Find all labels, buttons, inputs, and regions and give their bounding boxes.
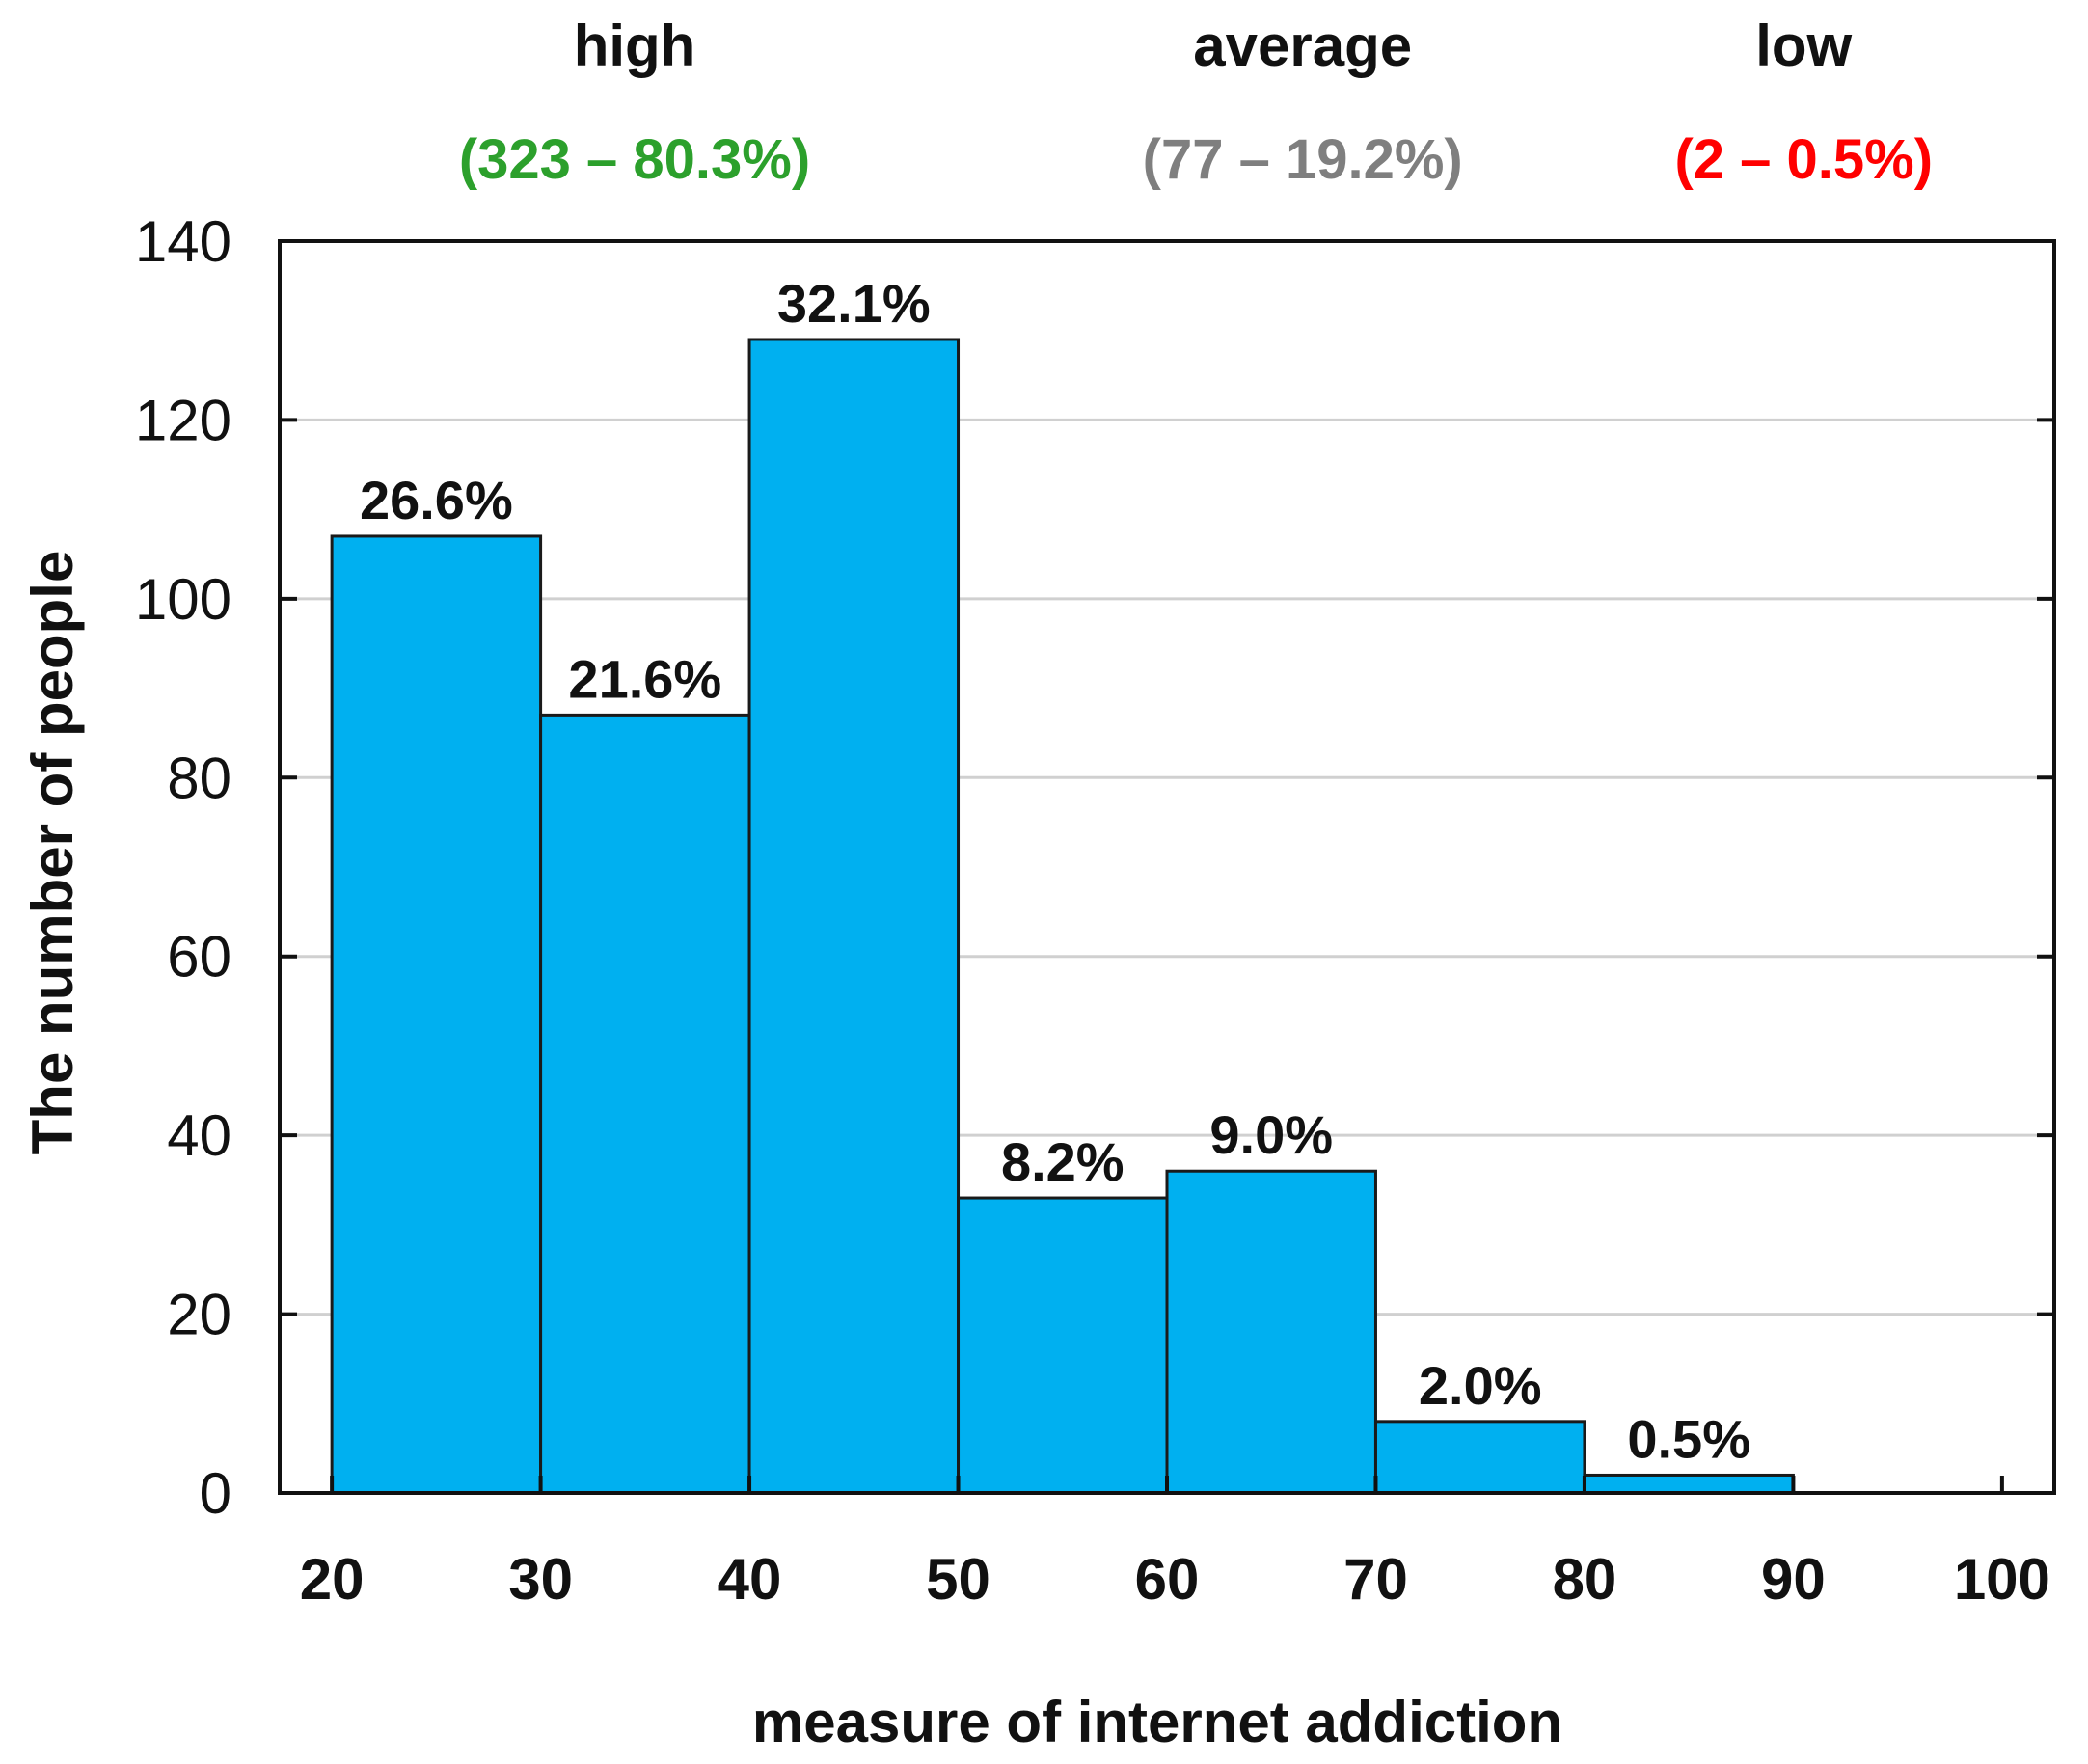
x-tick-label: 40 <box>718 1547 782 1612</box>
category-name: low <box>1755 14 1852 78</box>
y-tick-label: 120 <box>135 388 231 452</box>
y-tick-label: 100 <box>135 567 231 632</box>
y-tick-label: 80 <box>167 746 231 810</box>
y-tick-label: 20 <box>167 1283 231 1347</box>
y-tick-label: 0 <box>200 1461 231 1526</box>
x-tick-label: 60 <box>1135 1547 1200 1612</box>
x-tick-label: 30 <box>508 1547 573 1612</box>
category-count: (77 – 19.2%) <box>1143 128 1463 191</box>
bar-percentage-label: 8.2% <box>1001 1131 1125 1192</box>
bar-percentage-label: 32.1% <box>777 273 931 334</box>
addiction-categories: high (323 – 80.3%) average (77 – 19.2%) low (… <box>459 14 1933 191</box>
y-tick-label: 40 <box>167 1103 231 1168</box>
category-name: average <box>1193 14 1412 78</box>
x-axis-title: measure of internet addiction <box>752 1690 1562 1754</box>
bar-percentage-label: 21.6% <box>568 648 721 709</box>
x-tick-label: 100 <box>1954 1547 2050 1612</box>
histogram-bar <box>1165 1169 1377 1495</box>
histogram-bar <box>747 338 961 1495</box>
x-tick-label: 50 <box>926 1547 990 1612</box>
y-tick-label: 60 <box>167 925 231 990</box>
category-count: (2 – 0.5%) <box>1674 128 1933 191</box>
y-axis-title: The number of people <box>20 551 85 1155</box>
category-name: high <box>574 14 696 78</box>
x-tick-label: 70 <box>1343 1547 1408 1612</box>
axis-ticks: 0 20 40 60 80 100 120 140 20 30 40 50 60 70 80 90 100 <box>135 209 2054 1612</box>
bars <box>330 338 1795 1495</box>
y-tick-label: 140 <box>135 209 231 274</box>
histogram-bar <box>1373 1420 1586 1495</box>
bar-labels: 26.6% 21.6% 32.1% 8.2% 9.0% 2.0% 0.5% <box>360 273 1750 1469</box>
bar-percentage-label: 2.0% <box>1419 1355 1542 1416</box>
category-count: (323 – 80.3%) <box>459 128 810 191</box>
bar-percentage-label: 9.0% <box>1209 1104 1333 1165</box>
histogram-bar <box>957 1196 1169 1495</box>
histogram-bar <box>330 534 543 1495</box>
histogram-bar <box>1583 1473 1795 1495</box>
histogram-bar <box>539 713 751 1495</box>
x-tick-label: 90 <box>1761 1547 1826 1612</box>
bar-percentage-label: 26.6% <box>360 470 513 530</box>
bar-percentage-label: 0.5% <box>1627 1408 1750 1469</box>
x-tick-label: 80 <box>1553 1547 1617 1612</box>
x-tick-label: 20 <box>300 1547 365 1612</box>
